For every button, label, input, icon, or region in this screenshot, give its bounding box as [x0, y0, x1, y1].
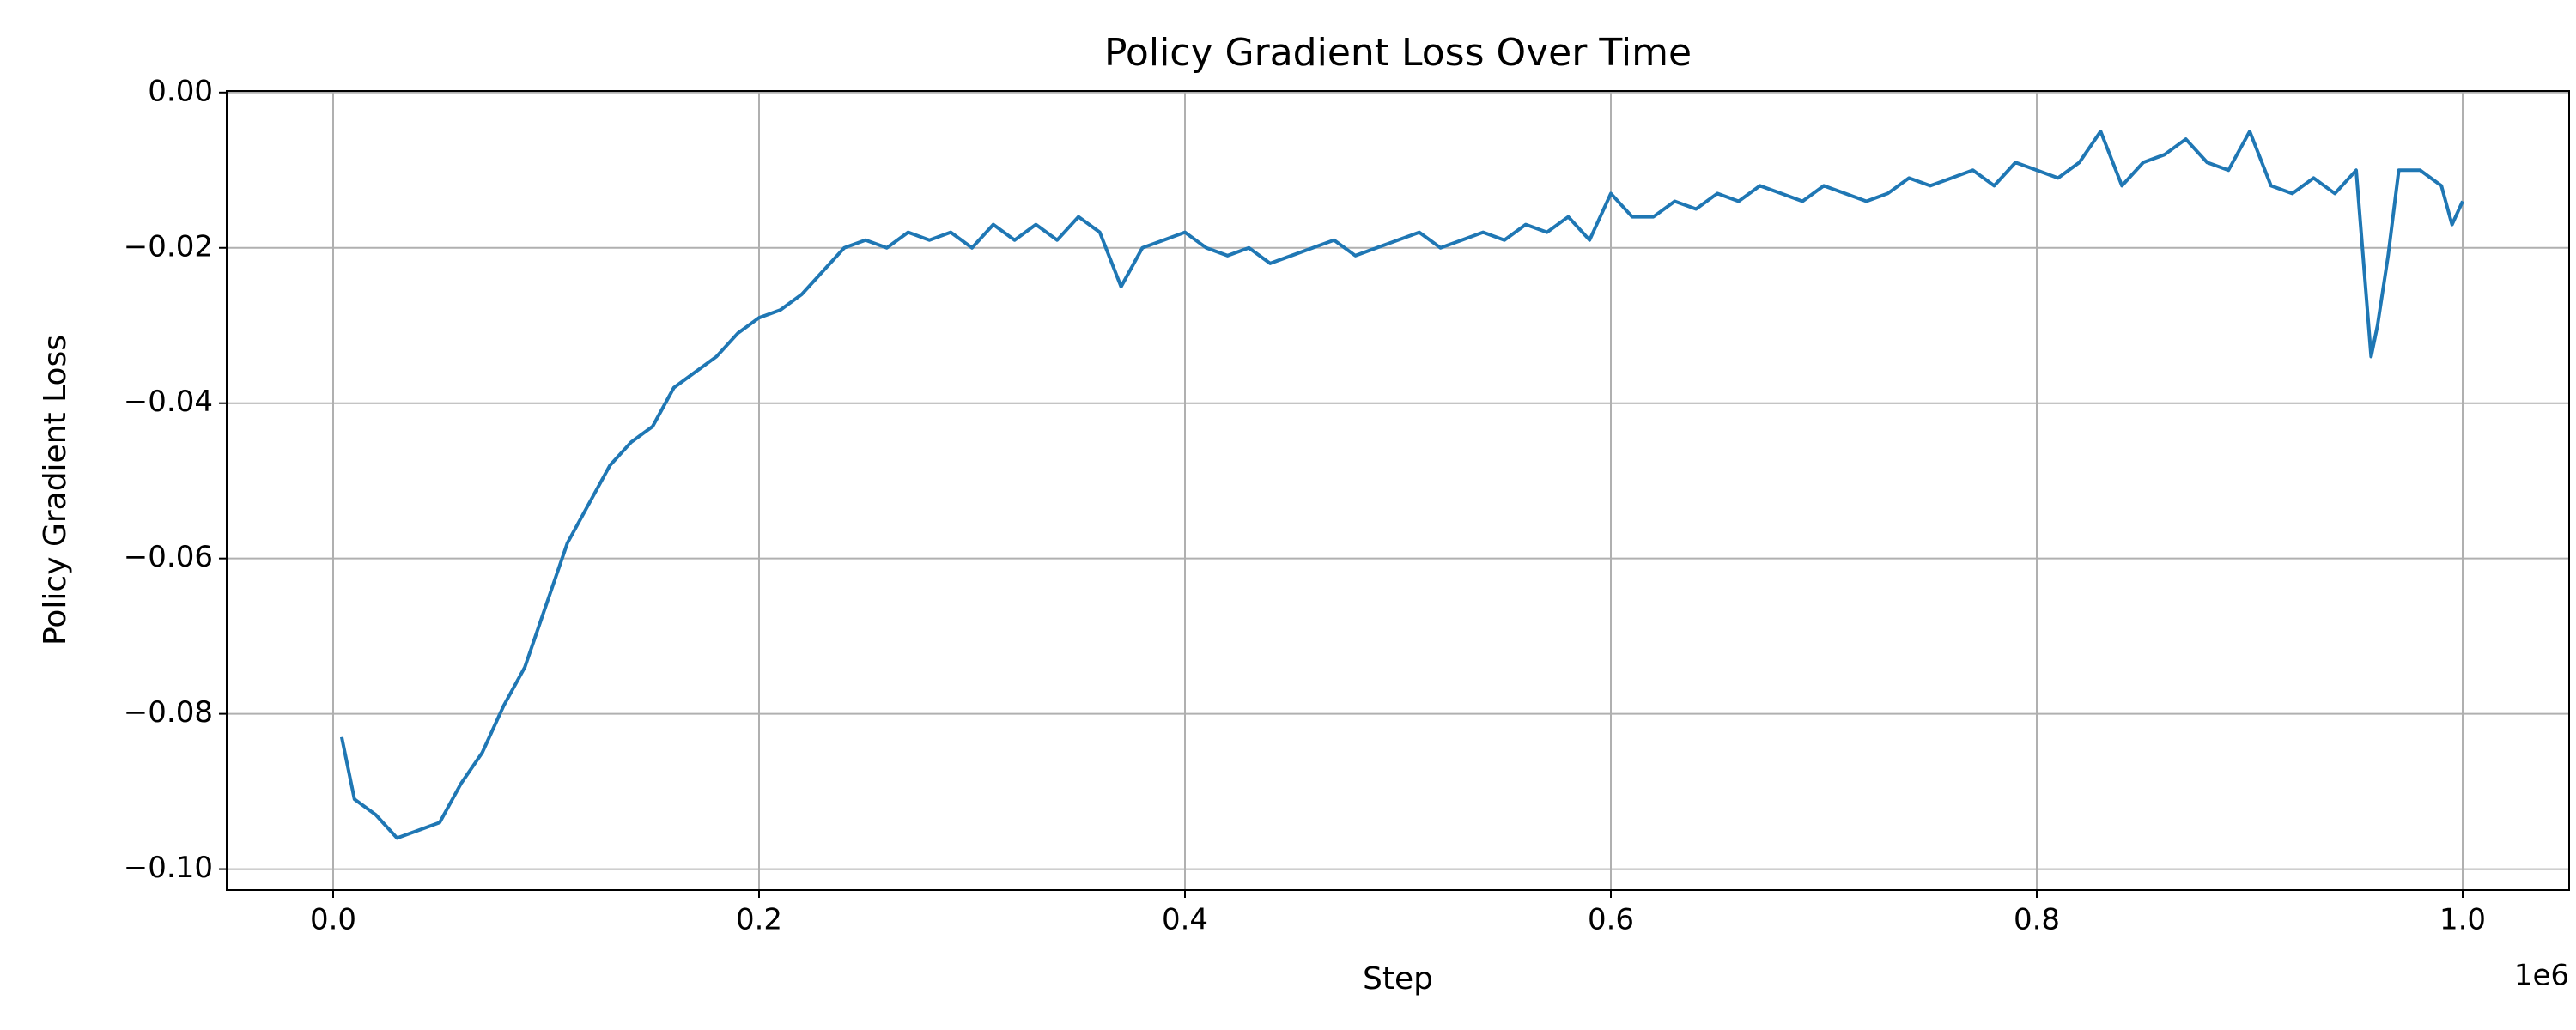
data-line [339, 130, 2464, 840]
x-offset-label: 1e6 [2514, 959, 2569, 993]
y-tick-label: −0.06 [124, 540, 213, 574]
ticks: 0.0 0.2 0.4 0.6 0.8 1.0 −0.10 −0.08 −0.06 −0.04 −0… [124, 74, 2486, 936]
axes-frame [226, 90, 2570, 891]
x-tick-label: 0.2 [736, 903, 782, 937]
plot-area [339, 130, 2464, 840]
y-tick-label: −0.04 [124, 385, 213, 419]
y-axis-label: Policy Gradient Loss [38, 335, 73, 645]
y-tick-label: 0.00 [148, 74, 213, 108]
x-tick-label: 0.4 [1162, 903, 1208, 937]
x-axis-label: Step [1363, 961, 1433, 997]
y-tick-label: −0.08 [124, 695, 213, 730]
x-tick-label: 0.6 [1588, 903, 1634, 937]
x-tick-label: 1.0 [2439, 903, 2486, 937]
y-tick-label: −0.02 [124, 229, 213, 264]
x-tick-label: 0.0 [310, 903, 356, 937]
grid [227, 91, 2569, 890]
x-tick-label: 0.8 [2014, 903, 2060, 937]
chart-title: Policy Gradient Loss Over Time [1104, 31, 1692, 75]
y-tick-label: −0.10 [124, 851, 213, 885]
